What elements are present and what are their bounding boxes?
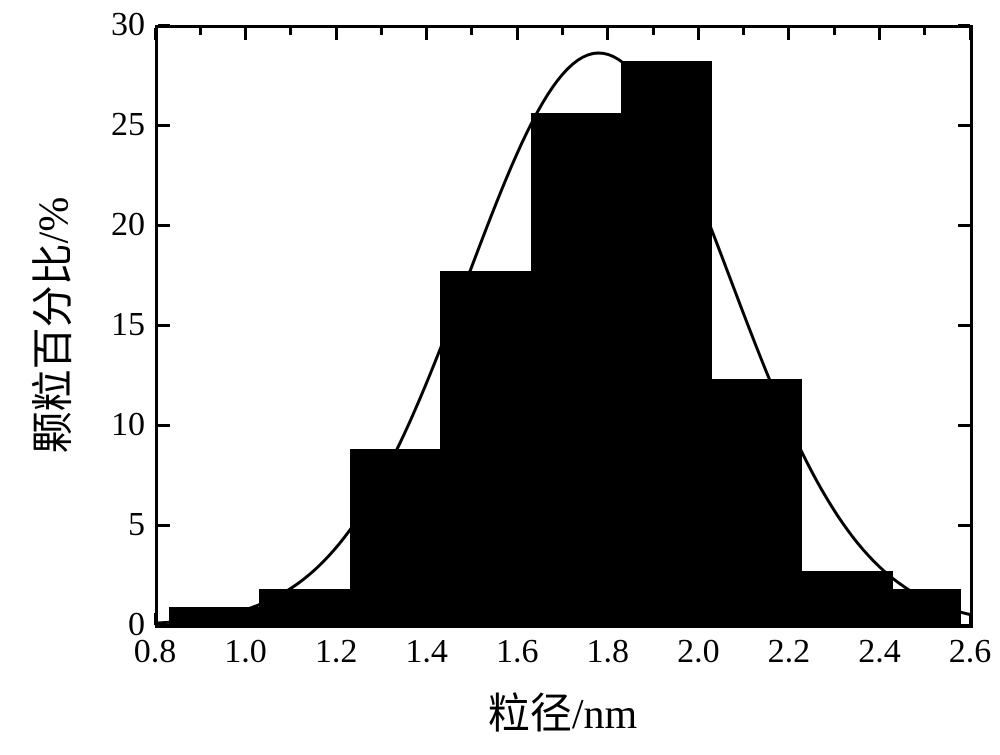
y-axis-label: 颗粒百分比/% — [20, 197, 81, 454]
x-tick-label: 2.6 — [949, 633, 992, 671]
x-tick-label: 1.6 — [496, 633, 539, 671]
y-tick-right — [958, 324, 970, 327]
histogram-chart: 0.81.01.21.41.61.82.02.22.42.60510152025… — [0, 0, 1000, 755]
x-minor-tick-top — [652, 28, 655, 35]
y-tick-label: 5 — [128, 506, 145, 544]
x-minor-tick — [923, 618, 926, 625]
y-tick-right — [958, 524, 970, 527]
x-tick — [425, 613, 428, 625]
x-tick-label: 2.4 — [858, 633, 901, 671]
axis-left — [155, 25, 158, 628]
x-tick — [606, 613, 609, 625]
x-tick-top — [697, 28, 700, 40]
x-tick-top — [787, 28, 790, 40]
y-tick-right — [958, 624, 970, 627]
axis-bottom — [155, 625, 973, 628]
axis-top — [155, 25, 973, 28]
axis-right — [970, 25, 973, 628]
x-tick-top — [335, 28, 338, 40]
y-tick — [158, 124, 170, 127]
x-tick-top — [425, 28, 428, 40]
x-minor-tick-top — [833, 28, 836, 35]
y-tick — [158, 224, 170, 227]
x-tick-label: 2.0 — [677, 633, 720, 671]
y-tick — [158, 324, 170, 327]
y-tick-label: 0 — [128, 606, 145, 644]
x-minor-tick-top — [289, 28, 292, 35]
x-tick — [516, 613, 519, 625]
x-tick — [697, 613, 700, 625]
y-tick — [158, 24, 170, 27]
y-tick-label: 25 — [111, 106, 145, 144]
y-tick-label: 10 — [111, 406, 145, 444]
x-minor-tick — [742, 618, 745, 625]
x-minor-tick — [561, 618, 564, 625]
x-tick-label: 1.8 — [587, 633, 630, 671]
x-tick — [244, 613, 247, 625]
x-minor-tick-top — [470, 28, 473, 35]
x-tick-label: 1.2 — [315, 633, 358, 671]
x-minor-tick — [470, 618, 473, 625]
y-tick — [158, 624, 170, 627]
x-tick-top — [606, 28, 609, 40]
x-tick-label: 1.0 — [224, 633, 267, 671]
y-tick-right — [958, 124, 970, 127]
x-tick-top — [516, 28, 519, 40]
y-tick — [158, 524, 170, 527]
x-minor-tick-top — [380, 28, 383, 35]
x-tick — [878, 613, 881, 625]
x-tick-top — [969, 28, 972, 40]
x-minor-tick — [199, 618, 202, 625]
y-tick-right — [958, 24, 970, 27]
x-tick-label: 2.2 — [768, 633, 811, 671]
x-minor-tick-top — [742, 28, 745, 35]
x-tick — [335, 613, 338, 625]
x-tick-label: 1.4 — [405, 633, 448, 671]
x-minor-tick — [652, 618, 655, 625]
x-tick — [154, 613, 157, 625]
x-minor-tick — [380, 618, 383, 625]
x-tick-top — [244, 28, 247, 40]
x-minor-tick-top — [561, 28, 564, 35]
y-tick — [158, 424, 170, 427]
x-minor-tick — [289, 618, 292, 625]
x-tick-top — [878, 28, 881, 40]
x-minor-tick-top — [923, 28, 926, 35]
y-tick-label: 30 — [111, 6, 145, 44]
x-minor-tick — [833, 618, 836, 625]
x-tick-top — [154, 28, 157, 40]
y-tick-label: 15 — [111, 306, 145, 344]
x-axis-label: 粒径/nm — [488, 680, 637, 741]
y-tick-right — [958, 424, 970, 427]
y-tick-label: 20 — [111, 206, 145, 244]
x-minor-tick-top — [199, 28, 202, 35]
x-tick — [787, 613, 790, 625]
y-tick-right — [958, 224, 970, 227]
